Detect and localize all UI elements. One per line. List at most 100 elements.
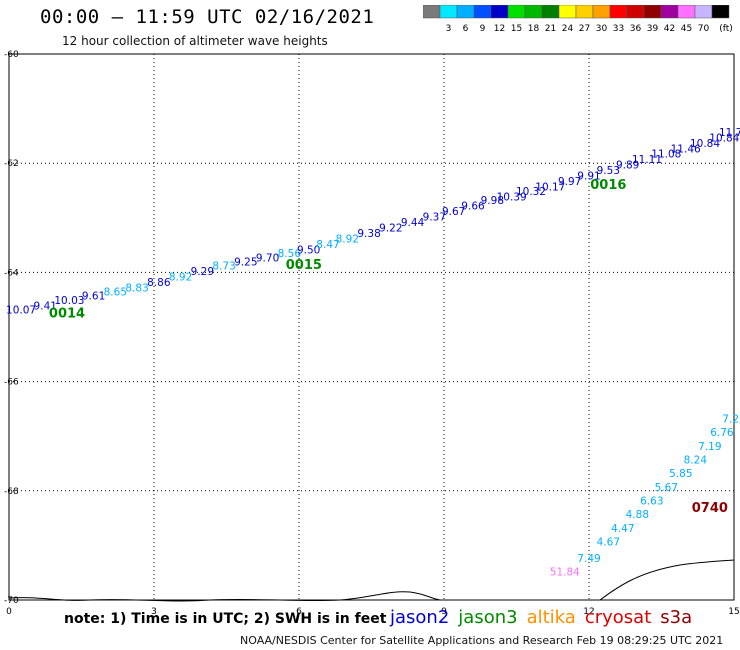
swh-value-label: 9.89 <box>616 160 639 172</box>
swh-value-label: 9.25 <box>234 256 257 268</box>
axis-tick-labels: 0 3 6 9 12 15-60-62-64-66-68-70 <box>4 50 740 617</box>
grid <box>9 54 734 600</box>
color-swatch <box>558 5 577 19</box>
pass-number-label: 0740 <box>692 501 728 516</box>
swh-value-label: 11.73 <box>719 127 740 139</box>
swh-value-label: 10.39 <box>497 191 527 203</box>
y-tick-label: -62 <box>4 159 19 169</box>
swh-value-label: 9.22 <box>379 222 402 234</box>
color-swatch <box>592 5 611 19</box>
swh-value-label: 9.38 <box>357 228 380 240</box>
swh-value-label: 8.73 <box>212 261 235 273</box>
swh-value-label: 6.76 <box>710 427 734 439</box>
swh-value-label: 8.65 <box>104 286 127 298</box>
color-scale-label: 3 <box>446 24 452 34</box>
swh-value-label: 8.92 <box>336 233 359 245</box>
swh-value-label: 4.47 <box>611 523 634 535</box>
swh-value-label: 8.92 <box>169 272 192 284</box>
color-scale-label: 33 <box>613 24 624 34</box>
color-scale-unit: (ft) <box>719 24 733 34</box>
swh-value-label: 51.84 <box>550 566 580 578</box>
swh-value-label: 11.46 <box>671 143 701 155</box>
swh-value-label: 10.32 <box>516 186 546 198</box>
color-swatch <box>541 5 560 19</box>
swh-value-label: 5.67 <box>655 482 678 494</box>
color-scale-label: 12 <box>494 24 505 34</box>
swh-value-label: 10.84 <box>709 132 739 144</box>
color-scale-label: 36 <box>630 24 642 34</box>
swh-value-label: 4.88 <box>626 509 649 521</box>
color-scale-label: 42 <box>664 24 675 34</box>
y-tick-label: -66 <box>4 378 19 388</box>
swh-value-label: 11.08 <box>651 149 681 161</box>
coastline <box>8 559 735 602</box>
swh-value-label: 9.61 <box>82 291 105 303</box>
color-swatch <box>660 5 679 19</box>
swh-value-label: 9.41 <box>34 301 57 313</box>
color-swatch <box>626 5 645 19</box>
swh-value-label: 9.91 <box>577 171 600 183</box>
color-scale-label: 70 <box>698 24 710 34</box>
pass-number-label: 0015 <box>286 258 322 273</box>
mission-legend-item: jason2 <box>390 607 450 628</box>
swh-value-label: 8.56 <box>278 248 302 260</box>
color-swatch <box>694 5 713 19</box>
mission-legend-item: s3a <box>660 607 693 628</box>
swh-value-label: 4.67 <box>597 536 620 548</box>
swh-value-label: 8.86 <box>147 277 171 289</box>
color-swatch <box>456 5 475 19</box>
swh-value-label: 9.98 <box>481 195 504 207</box>
color-swatch <box>473 5 492 19</box>
swh-value-label: 9.44 <box>401 217 425 229</box>
y-tick-label: -64 <box>4 268 19 278</box>
swh-value-label: 7.49 <box>577 553 600 565</box>
mission-legend: jason2 jason3 altika cryosat s3a <box>390 607 701 628</box>
track-labels: 0014 0015 0016 0740 <box>49 178 728 516</box>
color-scale-label: 39 <box>647 24 659 34</box>
swh-value-label: 9.97 <box>558 176 581 188</box>
swh-value-label: 9.70 <box>256 252 279 264</box>
color-swatch <box>575 5 594 19</box>
plot-frame <box>8 53 735 601</box>
swh-value-label: 9.53 <box>597 165 620 177</box>
color-scale-label: 6 <box>463 24 469 34</box>
footer-credit: NOAA/NESDIS Center for Satellite Applica… <box>240 634 724 647</box>
x-tick-label: 0 <box>6 607 12 617</box>
swh-value-label: 10.03 <box>54 295 84 307</box>
color-swatch <box>439 5 458 19</box>
pass-number-label: 0014 <box>49 306 85 321</box>
y-tick-label: -60 <box>4 50 19 60</box>
mission-legend-item: altika <box>526 607 576 628</box>
data-points: 10.079.4110.039.618.658.838.868.929.298.… <box>6 127 740 579</box>
swh-value-label: 11.11 <box>632 154 662 166</box>
swh-value-label: 6.63 <box>640 495 663 507</box>
color-scale-label: 21 <box>545 24 556 34</box>
color-swatch <box>524 5 543 19</box>
swh-value-label: 8.83 <box>125 283 148 295</box>
chart-subtitle: 12 hour collection of altimeter wave hei… <box>62 34 328 48</box>
swh-value-label: 8.24 <box>684 455 708 467</box>
swh-value-label: 7.25 <box>722 414 740 426</box>
color-swatch <box>423 5 441 19</box>
color-scale-label: 27 <box>579 24 590 34</box>
swh-value-label: 9.50 <box>297 244 320 256</box>
color-swatch <box>677 5 696 19</box>
color-scale-label: 18 <box>528 24 540 34</box>
swh-value-label: 10.07 <box>6 304 36 316</box>
swh-value-label: 9.66 <box>461 201 485 213</box>
swh-value-label: 9.37 <box>423 212 446 224</box>
color-swatch <box>507 5 526 19</box>
x-tick-label: 15 <box>728 607 739 617</box>
chart-title: 00:00 – 11:59 UTC 02/16/2021 <box>40 6 375 28</box>
swh-value-label: 10.84 <box>690 138 720 150</box>
color-scale-label: 45 <box>681 24 692 34</box>
footer-note: note: 1) Time is in UTC; 2) SWH is in fe… <box>64 611 387 627</box>
swh-value-label: 10.17 <box>535 182 565 194</box>
swh-value-label: 9.29 <box>191 266 214 278</box>
color-scale-label: 30 <box>596 24 608 34</box>
color-scale-label: 15 <box>511 24 522 34</box>
y-tick-label: -70 <box>4 596 19 606</box>
swh-value-label: 8.47 <box>316 239 339 251</box>
pass-number-label: 0016 <box>590 178 626 193</box>
